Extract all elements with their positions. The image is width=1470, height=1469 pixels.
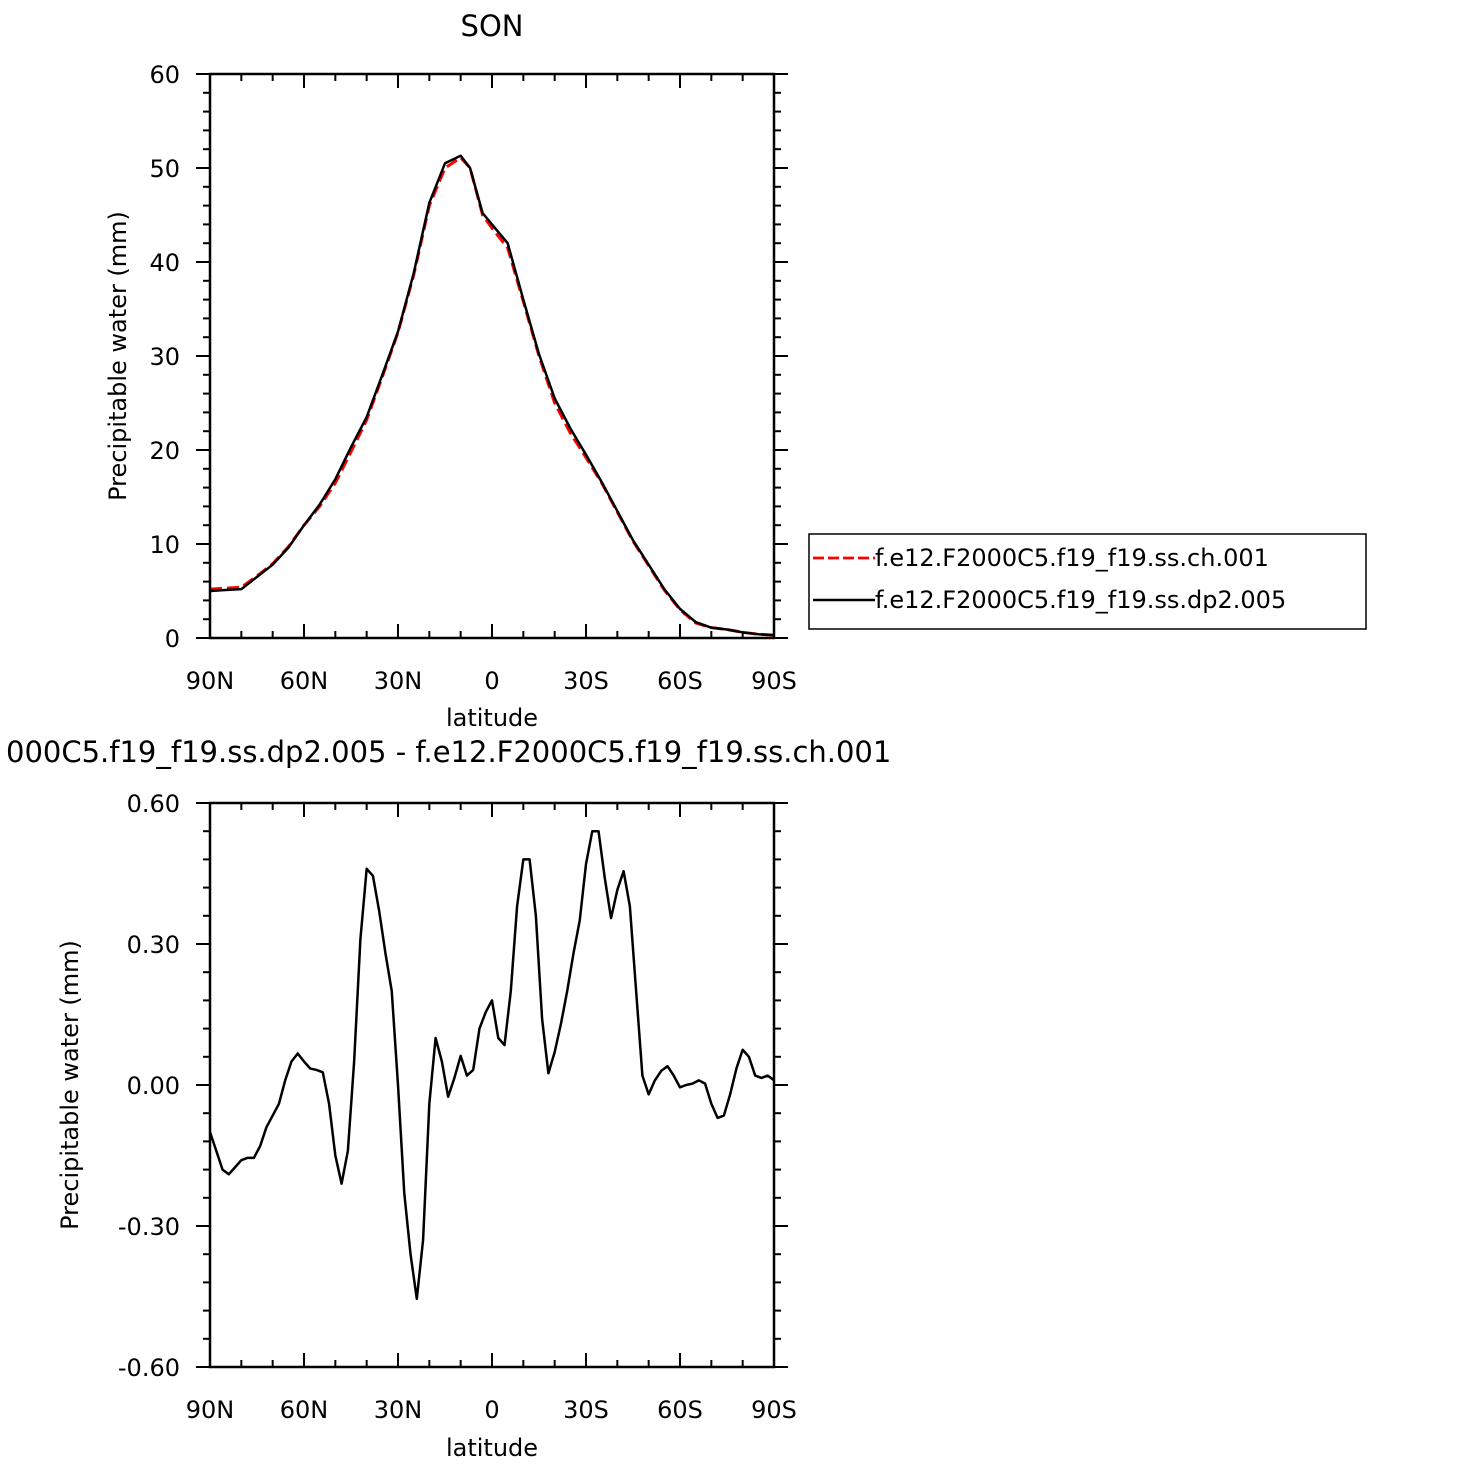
x-tick-label: 30S	[563, 1396, 609, 1424]
y-tick-label: 40	[149, 249, 180, 277]
x-tick-label: 60S	[657, 1396, 703, 1424]
y-tick-label: -0.30	[118, 1213, 180, 1241]
x-tick-label: 90S	[751, 1396, 797, 1424]
x-tick-label: 60N	[280, 667, 329, 695]
panel-title: SON	[461, 9, 524, 43]
y-tick-label: 20	[149, 437, 180, 465]
x-tick-label: 30N	[374, 1396, 423, 1424]
legend: f.e12.F2000C5.f19_f19.ss.ch.001 f.e12.F2…	[808, 533, 1367, 630]
x-tick-label: 90N	[186, 1396, 235, 1424]
y-tick-label: 30	[149, 343, 180, 371]
series-layer	[209, 154, 775, 637]
y-tick-label: -0.60	[118, 1354, 180, 1382]
y-tick-label: 60	[149, 61, 180, 89]
y-tick-label: 0	[165, 625, 180, 653]
x-tick-label: 60N	[280, 1396, 329, 1424]
legend-entry-dp2-005: f.e12.F2000C5.f19_f19.ss.dp2.005	[875, 586, 1286, 614]
x-tick-label: 30S	[563, 667, 609, 695]
y-axis-label: Precipitable water (mm)	[56, 940, 84, 1230]
legend-entry-ch-001: f.e12.F2000C5.f19_f19.ss.ch.001	[875, 544, 1269, 572]
y-tick-label: 0.00	[127, 1072, 180, 1100]
x-tick-label: 0	[484, 667, 499, 695]
y-tick-label: 50	[149, 155, 180, 183]
series-line-0	[208, 829, 775, 1301]
x-tick-label: 90N	[186, 667, 235, 695]
x-tick-label: 60S	[657, 667, 703, 695]
panel-title: 000C5.f19_f19.ss.dp2.005 - f.e12.F2000C5…	[6, 735, 891, 769]
x-axis-label: latitude	[446, 704, 538, 732]
x-tick-label: 0	[484, 1396, 499, 1424]
series-line-1	[209, 154, 775, 637]
series-layer	[208, 829, 775, 1301]
x-tick-label: 30N	[374, 667, 423, 695]
y-tick-label: 10	[149, 531, 180, 559]
legend-frame	[808, 533, 1367, 630]
tick-layer: 90N 60N 30N 0 30S 60S 90S -0.60 -0.30 0.00 0.30 0.6…	[118, 790, 797, 1424]
x-tick-label: 90S	[751, 667, 797, 695]
y-axis-label: Precipitable water (mm)	[104, 211, 132, 501]
x-axis-label: latitude	[446, 1434, 538, 1462]
y-tick-label: 0.60	[127, 790, 180, 818]
difference-panel: 000C5.f19_f19.ss.dp2.005 - f.e12.F2000C5…	[6, 735, 891, 1462]
tick-layer: 90N 60N 30N 0 30S 60S 90S 0 10 20 30 40 50 60	[149, 61, 796, 695]
precipitable-water-panel: SON 90N 60N 30N 0 30S 60S 90S 0 10 20 30 40 50 60 lat…	[104, 9, 1367, 732]
y-tick-label: 0.30	[127, 931, 180, 959]
